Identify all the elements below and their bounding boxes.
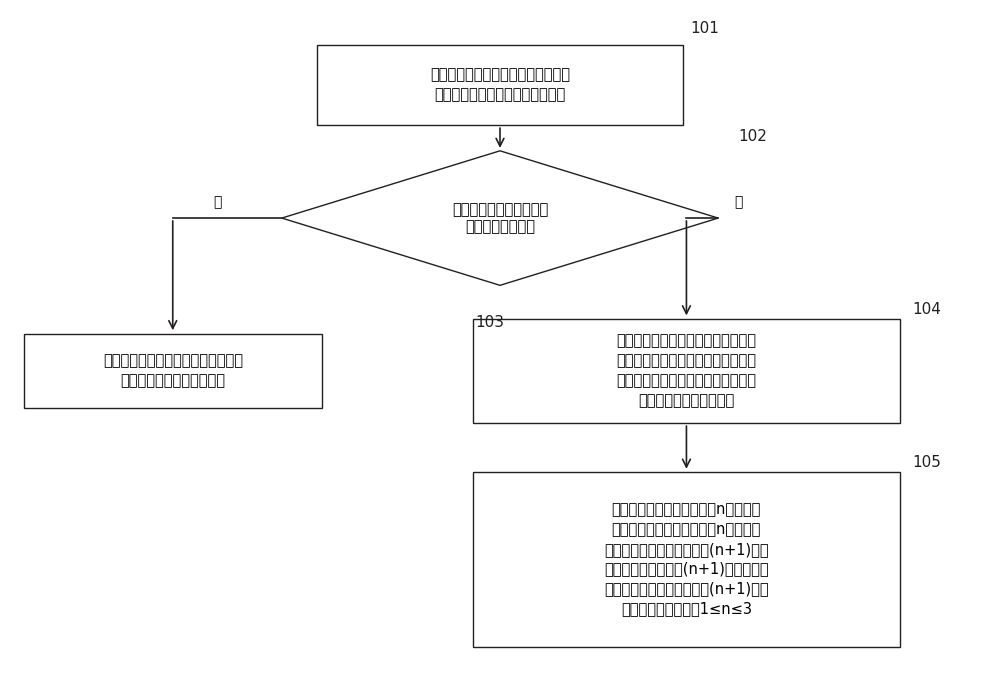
Text: 103: 103 bbox=[475, 315, 504, 330]
Text: 102: 102 bbox=[738, 129, 767, 144]
Text: 105: 105 bbox=[913, 456, 941, 471]
FancyBboxPatch shape bbox=[24, 334, 322, 408]
Text: 资源库中存在各任务的全
部所述需求资源？: 资源库中存在各任务的全 部所述需求资源？ bbox=[452, 202, 548, 234]
Text: 101: 101 bbox=[690, 22, 719, 37]
FancyBboxPatch shape bbox=[473, 472, 900, 646]
Text: 104: 104 bbox=[913, 302, 941, 317]
FancyBboxPatch shape bbox=[473, 319, 900, 423]
FancyBboxPatch shape bbox=[317, 44, 683, 125]
Text: 是: 是 bbox=[734, 195, 742, 210]
Text: 根据指标参数中的一个对所述任务进
行第一层等级划分，按照所述第一层
等级从大到小的顺序依次执行所述第
一层等级对应的所述任务: 根据指标参数中的一个对所述任务进 行第一层等级划分，按照所述第一层 等级从大到小… bbox=[616, 334, 756, 408]
Polygon shape bbox=[282, 151, 718, 285]
Text: 当两个或多个所述任务的第n层等级相
同时，根据指标参数中除前n层的指标
中的一个对所述任务进行第(n+1)层等
级划分，按照所述第(n+1)层等级从大
到小的顺: 当两个或多个所述任务的第n层等级相 同时，根据指标参数中除前n层的指标 中的一个… bbox=[604, 502, 769, 616]
Text: 否: 否 bbox=[213, 195, 222, 210]
Text: 获取当前时刻的待执行的任务集及所
述任务集中的每个任务的需求资源: 获取当前时刻的待执行的任务集及所 述任务集中的每个任务的需求资源 bbox=[430, 67, 570, 102]
Text: 将所述需求资源对应的任务流转到下
一时刻的待执行的任务集中: 将所述需求资源对应的任务流转到下 一时刻的待执行的任务集中 bbox=[103, 353, 243, 388]
